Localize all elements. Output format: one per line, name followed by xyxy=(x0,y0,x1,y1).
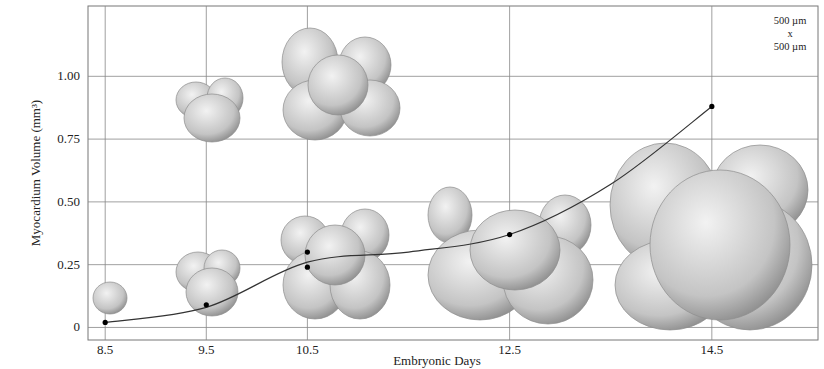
y-tick-label: 1.00 xyxy=(57,68,80,83)
data-point xyxy=(103,320,108,325)
data-point xyxy=(709,104,714,109)
data-point xyxy=(204,302,209,307)
marks xyxy=(103,104,715,325)
x-tick-label: 8.5 xyxy=(97,342,113,357)
x-tick-label: 12.5 xyxy=(498,342,521,357)
grid-line xyxy=(88,327,818,328)
heart-renders xyxy=(93,28,812,330)
y-tick-label: 0.25 xyxy=(57,257,80,272)
y-tick-label: 0 xyxy=(74,319,81,334)
heart-render xyxy=(281,209,390,319)
heart-render xyxy=(176,78,243,142)
x-tick-label: 9.5 xyxy=(198,342,214,357)
plot-frame xyxy=(88,6,818,340)
chart: 0 0.25 0.50 0.75 1.00 8.5 9.5 10.5 12.5 14.5 Myoca… xyxy=(0,0,824,369)
scale-annotation: x xyxy=(787,28,793,39)
x-axis-title: Embryonic Days xyxy=(393,353,481,368)
heart-lobe xyxy=(186,268,238,316)
data-point xyxy=(305,250,310,255)
heart-lobe xyxy=(470,210,560,290)
grid-line xyxy=(88,76,818,77)
y-tick-label: 0.75 xyxy=(57,131,80,146)
y-tick-label: 0.50 xyxy=(57,194,80,209)
heart-lobe xyxy=(650,170,790,320)
heart-render xyxy=(282,28,400,140)
fit-line xyxy=(105,106,712,322)
heart-lobe xyxy=(184,94,240,142)
heart-render xyxy=(428,187,593,324)
heart-lobe xyxy=(93,282,127,314)
heart-lobe xyxy=(308,55,368,115)
scale-annotation: 500 µm xyxy=(774,15,807,26)
y-axis-title: Myocardium Volume (mm³) xyxy=(28,100,43,246)
data-point xyxy=(507,232,512,237)
heart-render xyxy=(93,282,127,314)
x-tick-label: 10.5 xyxy=(296,342,319,357)
x-tick-label: 14.5 xyxy=(700,342,723,357)
heart-render xyxy=(610,143,812,330)
data-point xyxy=(305,265,310,270)
scale-annotation: 500 µm xyxy=(774,41,807,52)
heart-render xyxy=(176,250,240,316)
